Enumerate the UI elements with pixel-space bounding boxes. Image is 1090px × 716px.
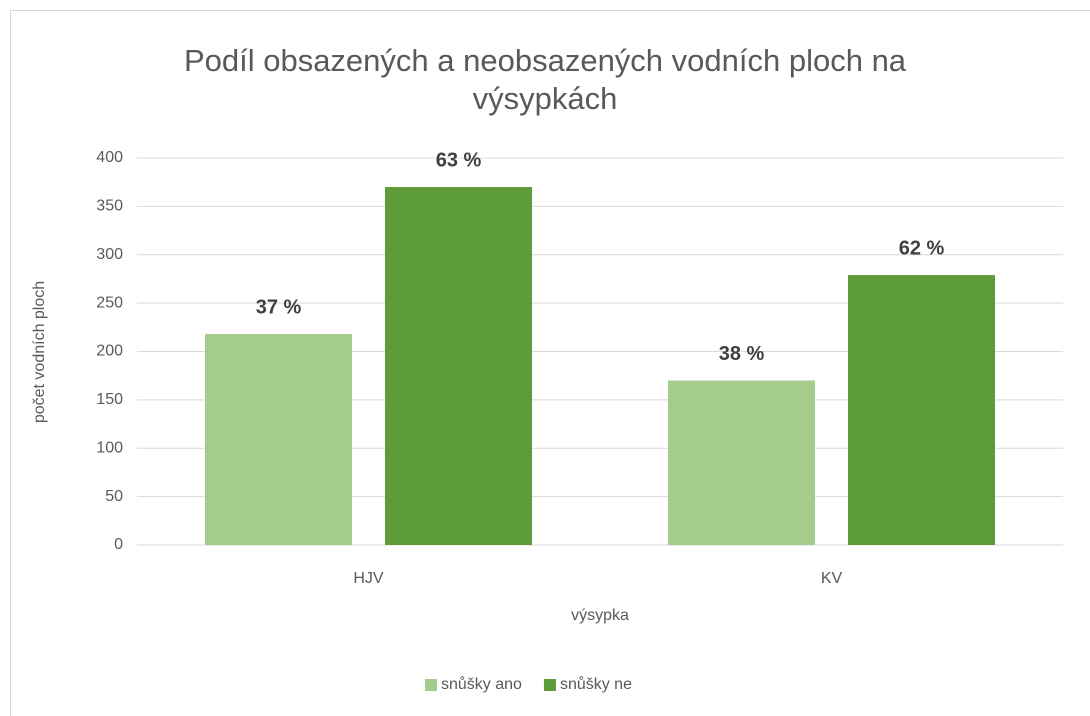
y-tick-label: 50 [105, 488, 123, 505]
bar [205, 334, 352, 545]
chart-title: Podíl obsazených a neobsazených vodních … [183, 43, 907, 116]
y-tick-label: 200 [96, 343, 123, 360]
y-axis-title: počet vodních ploch [31, 281, 48, 423]
data-label: 37 % [256, 296, 302, 318]
x-axis-title: výsypka [571, 607, 629, 624]
x-tick-label: HJV [353, 570, 384, 587]
y-tick-label: 150 [96, 391, 123, 408]
data-label: 63 % [436, 149, 482, 171]
data-label: 38 % [719, 343, 765, 365]
bar [668, 380, 815, 545]
legend-label: snůšky ne [560, 675, 632, 693]
y-tick-label: 300 [96, 246, 123, 263]
legend-swatch [543, 679, 556, 691]
chart-frame [10, 10, 1090, 716]
bar [848, 275, 995, 545]
legend-label: snůšky ano [441, 675, 522, 693]
y-tick-label: 0 [114, 536, 123, 553]
data-label: 62 % [899, 237, 945, 259]
y-tick-label: 350 [96, 198, 123, 215]
y-tick-label: 400 [96, 149, 123, 166]
y-tick-label: 250 [96, 294, 123, 311]
y-tick-label: 100 [96, 439, 123, 456]
x-tick-label: KV [821, 570, 843, 587]
bar [385, 187, 532, 545]
legend-swatch [425, 679, 437, 691]
